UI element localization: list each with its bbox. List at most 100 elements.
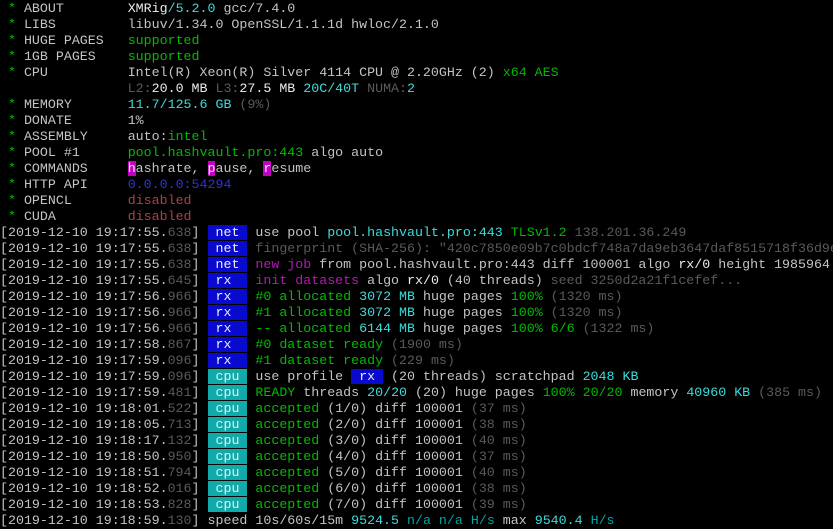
- text-segment: 966: [167, 305, 192, 320]
- text-segment: 132: [167, 433, 192, 448]
- text-segment: speed 10s/60s/15m: [207, 513, 352, 528]
- text-segment: TLSv1.2: [510, 225, 567, 240]
- text-segment: [463, 513, 471, 528]
- text-segment: accepted: [255, 433, 320, 448]
- log-line-accepted-4: [2019-12-10 19:18:50.950] cpu accepted (…: [0, 449, 833, 465]
- log-line-dataset-0: [2019-12-10 19:17:58.867] rx #0 dataset …: [0, 337, 833, 353]
- cpu-badge: cpu: [207, 497, 248, 512]
- text-segment: (20 threads) scratchpad: [383, 369, 583, 384]
- text-segment: *: [0, 209, 24, 224]
- text-segment: 130: [167, 513, 192, 528]
- text-segment: ]: [191, 449, 208, 464]
- text-segment: *: [0, 113, 24, 128]
- text-segment: *: [0, 1, 24, 16]
- rx-profile-badge: rx: [351, 369, 384, 384]
- text-segment: ]: [191, 305, 208, 320]
- text-segment: (1/0) diff 100001: [319, 401, 471, 416]
- text-segment: [2019-12-10 19:18:51.: [0, 465, 168, 480]
- rx-badge: rx: [207, 305, 248, 320]
- text-segment: disabled: [127, 209, 192, 224]
- header-line-1gbpages: * 1GB PAGES supported: [0, 49, 833, 65]
- header-line-cuda: * CUDA disabled: [0, 209, 833, 225]
- text-segment: 638: [167, 225, 192, 240]
- text-segment: ABOUT: [23, 1, 128, 16]
- text-segment: fingerprint (SHA-256): "420c7850e09b7c0b…: [255, 241, 833, 256]
- log-line-accepted-6: [2019-12-10 19:18:52.016] cpu accepted (…: [0, 481, 833, 497]
- log-line-use-pool: [2019-12-10 19:17:55.638] net use pool p…: [0, 225, 833, 241]
- text-segment: accepted: [255, 417, 320, 432]
- text-segment: 638: [167, 257, 192, 272]
- text-segment: n/a n/a: [407, 513, 463, 528]
- text-segment: [2019-12-10 19:17:58.: [0, 337, 168, 352]
- text-segment: rx/0: [407, 273, 439, 288]
- text-segment: 20.0 MB: [151, 81, 208, 96]
- text-segment: [2019-12-10 19:17:55.: [0, 225, 168, 240]
- text-segment: ]: [191, 497, 208, 512]
- header-line-memory: * MEMORY 11.7/125.6 GB (9%): [0, 97, 833, 113]
- text-segment: 20/20: [367, 385, 408, 400]
- text-segment: OPENCL: [23, 193, 128, 208]
- text-segment: [2019-12-10 19:18:01.: [0, 401, 168, 416]
- rx-badge: rx: [207, 321, 248, 336]
- cpu-badge: cpu: [207, 385, 248, 400]
- text-segment: 27.5 MB: [239, 81, 296, 96]
- text-segment: ashrate,: [135, 161, 208, 176]
- text-segment: from pool.hashvault.pro:443 diff 100001 …: [311, 257, 679, 272]
- text-segment: (1320 ms): [542, 305, 623, 320]
- text-segment: #1 allocated: [255, 305, 360, 320]
- cpu-badge: cpu: [207, 481, 248, 496]
- text-segment: NUMA:: [367, 81, 408, 96]
- log-line-allocated-0: [2019-12-10 19:17:56.966] rx #0 allocate…: [0, 289, 833, 305]
- text-segment: accepted: [255, 401, 320, 416]
- text-segment: POOL #1: [23, 145, 128, 160]
- text-segment: [2019-12-10 19:18:59.: [0, 513, 168, 528]
- cpu-badge: cpu: [207, 449, 248, 464]
- text-segment: *: [0, 129, 24, 144]
- text-segment: [2019-12-10 19:17:55.: [0, 257, 168, 272]
- text-segment: (229 ms): [383, 353, 455, 368]
- text-segment: ]: [191, 513, 208, 528]
- log-line-new-job: [2019-12-10 19:17:55.638] net new job fr…: [0, 257, 833, 273]
- rx-badge: rx: [207, 337, 248, 352]
- text-segment: auto:: [127, 129, 168, 144]
- text-segment: *: [0, 145, 24, 160]
- text-segment: (38 ms): [470, 481, 527, 496]
- text-segment: 2: [407, 81, 415, 96]
- text-segment: HTTP API: [23, 177, 128, 192]
- text-segment: 522: [167, 401, 192, 416]
- text-segment: 016: [167, 481, 192, 496]
- text-segment: [2019-12-10 19:18:53.: [0, 497, 168, 512]
- text-segment: [2019-12-10 19:18:52.: [0, 481, 168, 496]
- header-line-commands: * COMMANDS hashrate, pause, resume: [0, 161, 833, 177]
- text-segment: [503, 225, 511, 240]
- text-segment: #0 dataset ready: [255, 337, 384, 352]
- text-segment: [2019-12-10 19:18:05.: [0, 417, 168, 432]
- text-segment: 100%: [510, 305, 543, 320]
- log-line-dataset-1: [2019-12-10 19:17:59.096] rx #1 dataset …: [0, 353, 833, 369]
- text-segment: (40 ms): [470, 433, 527, 448]
- text-segment: use pool: [255, 225, 328, 240]
- text-segment: 9540.4: [534, 513, 583, 528]
- text-segment: 3072 MB: [359, 305, 415, 320]
- text-segment: ]: [191, 417, 208, 432]
- text-segment: 100% 6/6: [510, 321, 575, 336]
- text-segment: [2019-12-10 19:18:17.: [0, 433, 168, 448]
- text-segment: ]: [191, 273, 208, 288]
- text-segment: memory: [622, 385, 687, 400]
- text-segment: ]: [191, 257, 208, 272]
- header-line-cpu-cache: L2:20.0 MB L3:27.5 MB 20C/40T NUMA:2: [0, 81, 833, 97]
- text-segment: ]: [191, 225, 208, 240]
- header-line-http-api: * HTTP API 0.0.0.0:54294: [0, 177, 833, 193]
- text-segment: Intel(R) Xeon(R) Silver 4114 CPU @ 2.20G…: [127, 65, 503, 80]
- text-segment: 794: [167, 465, 192, 480]
- text-segment: ]: [191, 385, 208, 400]
- text-segment: ]: [191, 353, 208, 368]
- text-segment: rx/0: [678, 257, 711, 272]
- text-segment: (40 threads): [438, 273, 551, 288]
- text-segment: 966: [167, 321, 192, 336]
- text-segment: CUDA: [23, 209, 128, 224]
- text-segment: ]: [191, 433, 208, 448]
- text-segment: libuv/1.34.0 OpenSSL/1.1.1d hwloc/2.1.0: [127, 17, 439, 32]
- text-segment: ause,: [215, 161, 264, 176]
